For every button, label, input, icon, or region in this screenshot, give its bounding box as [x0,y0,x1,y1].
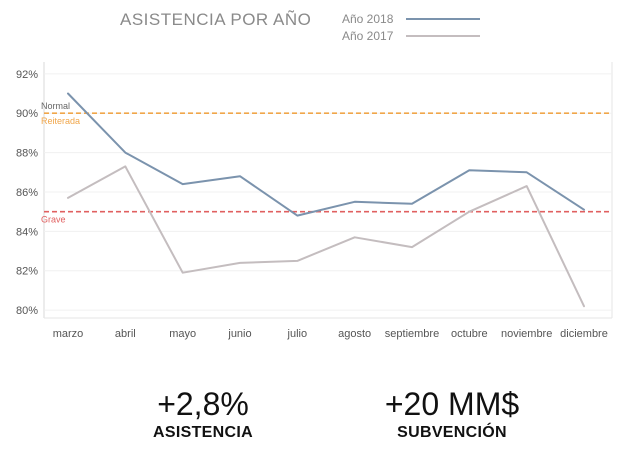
x-tick-label: julio [287,328,308,340]
x-tick-label: abril [115,328,136,340]
legend-item-2018: Año 2018 [342,10,480,27]
y-tick-label: 92% [16,69,38,81]
x-tick-label: septiembre [385,328,439,340]
x-tick-label: agosto [338,328,371,340]
x-tick-label: mayo [169,328,196,340]
x-tick-label: marzo [53,328,84,340]
series-line-2018 [67,92,585,217]
x-tick-label: noviembre [501,328,552,340]
chart-legend: Año 2018 Año 2017 [342,10,480,44]
reference-line-label: Normal [41,101,70,111]
y-tick-label: 84% [16,226,38,238]
y-tick-label: 80% [16,305,38,317]
legend-item-2017: Año 2017 [342,27,480,44]
series-line-2017 [67,165,585,308]
legend-swatch-2018 [406,17,480,20]
kpi-asistencia: +2,8% ASISTENCIA [103,386,303,442]
y-tick-label: 88% [16,148,38,160]
reference-line-label: Grave [41,215,66,225]
chart-title: ASISTENCIA POR AÑO [120,10,312,29]
legend-label-2018: Año 2018 [342,11,394,26]
kpi-subvencion: +20 MM$ SUBVENCIÓN [352,386,552,442]
y-tick-label: 86% [16,187,38,199]
kpi-asistencia-label: ASISTENCIA [153,424,253,441]
kpi-asistencia-value: +2,8% [157,386,249,422]
x-tick-label: diciembre [560,328,608,340]
y-tick-label: 82% [16,266,38,278]
x-tick-label: octubre [451,328,488,340]
x-tick-label: junio [227,328,251,340]
legend-swatch-2017 [406,34,480,37]
line-chart: 80% 82% 84% 86% 88% 90% 92% marzo abril mayo junio… [16,62,613,340]
kpi-subvencion-label: SUBVENCIÓN [397,424,507,441]
legend-label-2017: Año 2017 [342,28,394,43]
reference-line-label: Reiterada [41,116,80,126]
kpi-subvencion-value: +20 MM$ [384,386,520,422]
y-tick-label: 90% [16,108,38,120]
